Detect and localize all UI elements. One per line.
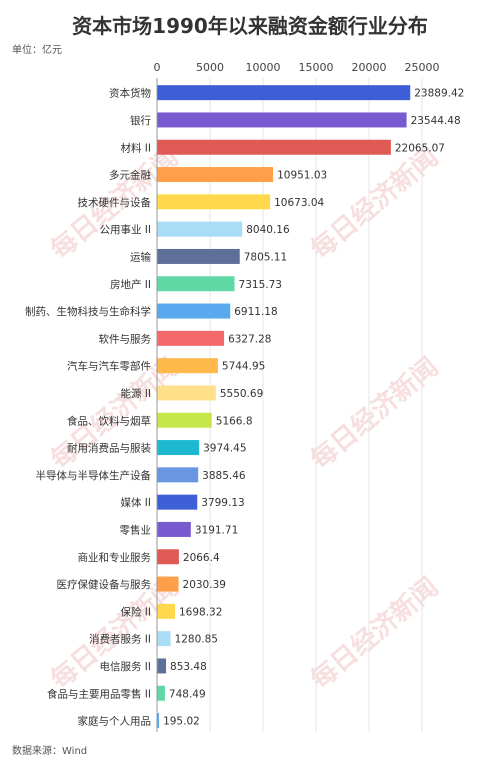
value-label: 7805.11	[244, 251, 287, 263]
bar	[157, 221, 243, 237]
x-tick-label: 20000	[352, 61, 387, 74]
category-label: 材料 II	[120, 141, 151, 154]
category-label: 医疗保健设备与服务	[57, 578, 152, 591]
value-label: 22065.07	[395, 142, 445, 154]
x-tick-label: 15000	[299, 61, 334, 74]
category-label: 媒体 II	[120, 496, 151, 509]
bar	[157, 194, 271, 210]
bar	[157, 412, 212, 428]
value-label: 23544.48	[411, 115, 461, 127]
bar	[157, 358, 218, 374]
value-label: 3191.71	[195, 524, 238, 536]
value-label: 748.49	[169, 688, 206, 700]
category-label: 家庭与个人用品	[78, 715, 152, 728]
bar	[157, 631, 171, 647]
bar	[157, 467, 199, 483]
x-tick-label: 5000	[196, 61, 224, 74]
value-label: 8040.16	[246, 224, 290, 236]
category-label: 资本货物	[109, 87, 151, 100]
bar	[157, 658, 167, 674]
watermark-text: 每日经济新闻	[305, 141, 444, 265]
bar	[157, 139, 391, 155]
category-label: 消费者服务 II	[89, 633, 151, 646]
value-label: 2066.4	[183, 552, 220, 564]
category-label: 汽车与汽车零部件	[67, 360, 151, 373]
bar	[157, 303, 231, 319]
category-label: 运输	[130, 250, 151, 263]
category-label: 多元金融	[109, 169, 151, 182]
bar	[157, 248, 240, 264]
x-tick-labels: 0 5000 10000 15000 20000 25000	[154, 61, 440, 74]
bar	[157, 549, 179, 565]
category-label: 商业和专业服务	[78, 551, 152, 564]
category-label: 半导体与半导体生产设备	[36, 469, 152, 482]
value-label: 10951.03	[277, 170, 327, 182]
value-label: 23889.42	[414, 88, 464, 100]
bar	[157, 385, 216, 401]
bar	[157, 330, 225, 346]
bar	[157, 440, 200, 456]
category-label: 软件与服务	[99, 332, 152, 345]
bar	[157, 85, 411, 101]
value-label: 5166.8	[216, 415, 253, 427]
value-label: 195.02	[163, 716, 200, 728]
value-label: 3885.46	[202, 470, 246, 482]
value-label: 1280.85	[175, 634, 218, 646]
category-label: 技术硬件与设备	[78, 196, 152, 209]
category-label: 保险 II	[120, 605, 151, 618]
bar	[157, 576, 179, 592]
value-label: 853.48	[170, 661, 207, 673]
chart-title: 资本市场1990年以来融资金额行业分布	[72, 14, 428, 38]
bar	[157, 276, 235, 292]
value-labels: 23889.42 23544.48 22065.07 10951.03 10673.04…	[163, 88, 464, 728]
category-label: 食品与主要用品零售 II	[47, 687, 151, 700]
value-label: 2030.39	[183, 579, 226, 591]
category-label: 房地产 II	[110, 278, 151, 291]
category-label: 制药、生物科技与生命科学	[25, 305, 151, 318]
category-label: 零售业	[120, 523, 152, 536]
value-label: 3799.13	[201, 497, 244, 509]
value-label: 7315.73	[239, 279, 282, 291]
category-label: 银行	[130, 114, 151, 127]
value-label: 6911.18	[234, 306, 277, 318]
watermark-text: 每日经济新闻	[305, 571, 444, 695]
bar	[157, 112, 407, 128]
unit-label: 单位：亿元	[12, 45, 62, 56]
category-label: 能源 II	[120, 387, 151, 400]
category-label: 耐用消费品与服装	[67, 442, 151, 455]
x-tick-label: 10000	[246, 61, 281, 74]
x-tick-label: 0	[154, 61, 161, 74]
bar	[157, 521, 191, 537]
watermark-text: 每日经济新闻	[305, 351, 444, 475]
bar	[157, 167, 274, 183]
value-label: 10673.04	[274, 197, 324, 209]
value-label: 5744.95	[222, 361, 265, 373]
source-note: 数据来源：Wind	[12, 746, 88, 757]
x-tick-label: 25000	[405, 61, 440, 74]
bar	[157, 713, 160, 729]
category-label: 公用事业 II	[99, 223, 151, 236]
category-label: 食品、饮料与烟草	[67, 414, 151, 427]
value-label: 6327.28	[228, 333, 271, 345]
bar	[157, 494, 198, 510]
bar	[157, 603, 176, 619]
value-label: 3974.45	[203, 443, 246, 455]
category-label: 电信服务 II	[99, 660, 151, 673]
bar	[157, 685, 165, 701]
value-label: 5550.69	[220, 388, 263, 400]
bars	[157, 85, 411, 729]
value-label: 1698.32	[179, 606, 222, 618]
